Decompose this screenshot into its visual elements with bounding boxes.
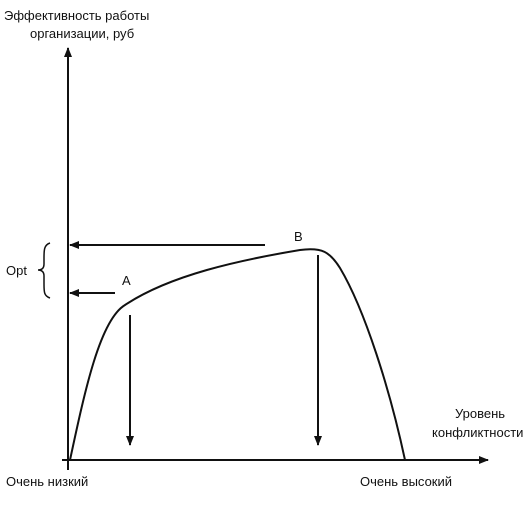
- x-label-line1: Уровень: [455, 406, 505, 421]
- point-a-label: A: [122, 273, 131, 288]
- y-label-line2: организации, руб: [30, 26, 134, 41]
- y-label-line1: Эффективность работы: [4, 8, 149, 23]
- point-b-label: B: [294, 229, 303, 244]
- x-label-line2: конфликтности: [432, 425, 523, 440]
- opt-label: Opt: [6, 263, 27, 278]
- opt-brace: [37, 242, 51, 299]
- x-low-label: Очень низкий: [6, 474, 88, 489]
- x-high-label: Очень высокий: [360, 474, 452, 489]
- efficiency-curve: [69, 248, 406, 461]
